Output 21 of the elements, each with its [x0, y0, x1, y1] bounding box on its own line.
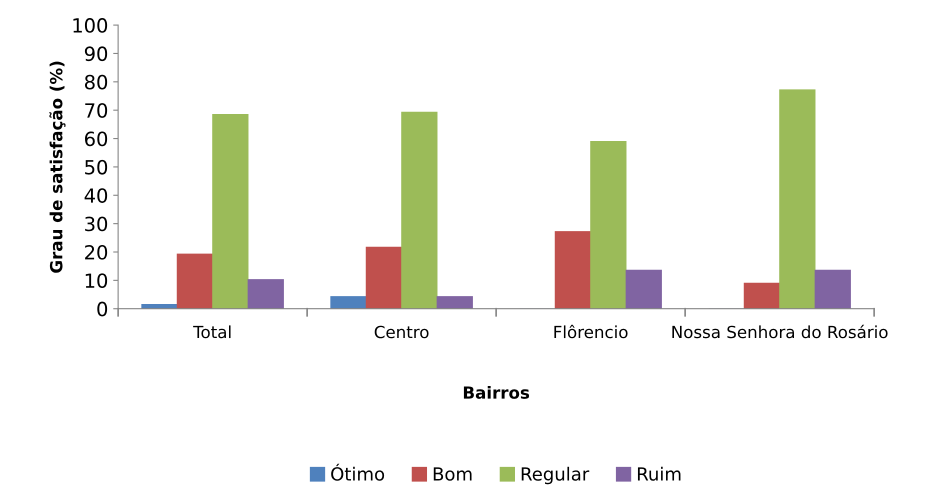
y-axis-title: Grau de satisfação (%) [49, 62, 66, 273]
y-tick-label: 90 [84, 46, 108, 62]
x-axis-title: Bairros [464, 386, 530, 399]
legend-label: Regular [522, 466, 590, 484]
y-tick-label: 70 [85, 103, 108, 118]
y-tick-label: 40 [84, 188, 108, 203]
y-tick-label: 60 [85, 132, 108, 146]
y-tick-label: 100 [73, 18, 108, 33]
legend-label: Bom [434, 467, 472, 481]
legend-label: Ótimo [331, 464, 384, 481]
y-tick-label: 80 [84, 74, 108, 90]
y-tick-label: 10 [86, 273, 108, 288]
y-tick-label: 30 [85, 216, 108, 232]
y-tick-label: 0 [97, 302, 108, 316]
x-tick-label: Total [193, 325, 231, 338]
x-tick-label: Flôrencio [554, 324, 628, 338]
y-tick-label: 20 [85, 244, 108, 260]
x-tick-label: Nossa Senhora do Rosário [672, 324, 888, 338]
legend-label: Ruim [638, 466, 680, 481]
x-tick-label: Centro [374, 326, 429, 338]
y-tick-label: 50 [85, 160, 108, 175]
